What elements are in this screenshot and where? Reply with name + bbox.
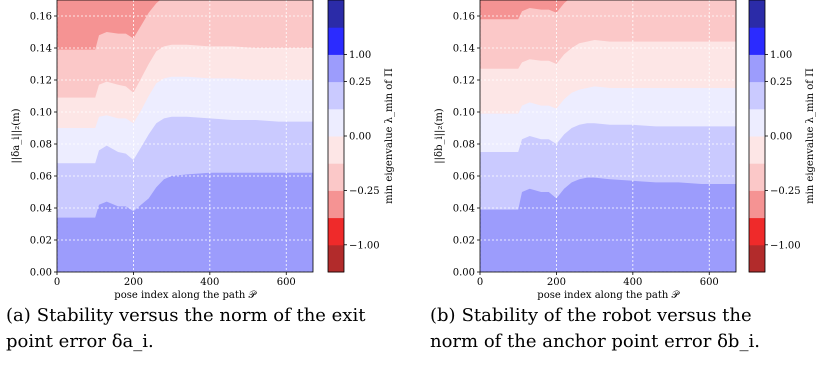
colorbar-segment <box>328 136 344 164</box>
x-tick-label: 400 <box>623 277 642 288</box>
colorbar-tick-label: −0.25 <box>770 186 801 197</box>
axes-frame <box>479 0 737 273</box>
caption-b: (b) Stability of the robot versus the nor… <box>430 303 818 355</box>
caption-a-line-1: Stability versus the norm of the exit <box>36 305 366 326</box>
colorbar-segment <box>328 27 344 55</box>
colorbar-label: min eigenvalue λ_min of Π <box>384 68 395 204</box>
y-tick-label: 0.00 <box>453 268 475 279</box>
colorbar: 1.00 0.25 0.00 −0.25 −1.00 min eigenvalue λ_m… <box>327 0 395 273</box>
colorbar-segment <box>749 217 765 246</box>
caption-b-line-2: norm of the anchor point error δb_i. <box>430 331 760 352</box>
x-tick-label: 600 <box>277 277 296 288</box>
colorbar-segment <box>749 108 765 137</box>
y-tick-label: 0.00 <box>30 268 52 279</box>
colorbar-segment <box>328 217 344 246</box>
y-tick-label: 0.14 <box>453 44 475 55</box>
colorbar-tick-label: 0.00 <box>770 132 792 143</box>
y-tick-label: 0.02 <box>453 236 475 247</box>
colorbar-tick-label: −0.25 <box>349 186 380 197</box>
colorbar-segment <box>749 244 765 273</box>
colorbar-segment <box>749 190 765 219</box>
x-tick-label: 200 <box>124 277 143 288</box>
colorbar-tick-label: −1.00 <box>349 240 380 251</box>
colorbar-tick-label: 1.00 <box>349 50 371 61</box>
x-tick-label: 0 <box>477 277 483 288</box>
colorbar-tick-label: 1.00 <box>770 50 792 61</box>
y-tick-label: 0.04 <box>453 204 475 215</box>
y-tick-label: 0.06 <box>30 172 52 183</box>
y-tick-label: 0.08 <box>30 140 52 151</box>
colorbar-segment <box>328 190 344 219</box>
contour-area <box>480 0 736 272</box>
caption-a-line-2: point error δa_i. <box>6 331 154 352</box>
colorbar-tick-label: −1.00 <box>770 240 801 251</box>
caption-b-letter: (b) <box>430 305 456 326</box>
y-tick-label: 0.12 <box>453 76 475 87</box>
colorbar-tick-label: 0.25 <box>770 77 792 88</box>
x-tick-label: 0 <box>54 277 60 288</box>
y-tick-label: 0.10 <box>30 108 52 119</box>
colorbar-segment <box>749 136 765 164</box>
x-tick-label: 200 <box>547 277 566 288</box>
colorbar-segment <box>749 0 765 28</box>
y-tick-label: 0.04 <box>30 204 52 215</box>
colorbar-segment <box>749 163 765 191</box>
y-axis-label: ||δa_i||₂(m) <box>11 108 22 163</box>
y-tick-label: 0.06 <box>453 172 475 183</box>
colorbar-segment <box>328 0 344 28</box>
x-axis-label: pose index along the path 𝒫 <box>537 290 680 300</box>
colorbar-segment <box>328 244 344 273</box>
caption-a-letter: (a) <box>6 305 31 326</box>
y-tick-label: 0.14 <box>30 44 52 55</box>
y-tick-label: 0.12 <box>30 76 52 87</box>
colorbar-segment <box>749 81 765 110</box>
colorbar-tick-label: 0.00 <box>349 132 371 143</box>
caption-a: (a) Stability versus the norm of the exit… <box>6 303 420 355</box>
figure: 0 200 400 600 0.00 0.02 0.04 0.06 0.08 0.10 0.12 0.… <box>11 0 816 300</box>
axes-frame <box>56 0 314 273</box>
chart-panel-a: 0 200 400 600 0.00 0.02 0.04 0.06 0.08 0.10 0.12 0.… <box>11 0 395 300</box>
contour-band <box>57 172 313 272</box>
colorbar-segment <box>749 54 765 83</box>
colorbar-tick-label: 0.25 <box>349 77 371 88</box>
colorbar-segment <box>749 27 765 55</box>
colorbar-segment <box>328 54 344 83</box>
colorbar-segment <box>328 163 344 191</box>
y-tick-label: 0.16 <box>30 12 52 23</box>
x-axis-label: pose index along the path 𝒫 <box>114 290 257 300</box>
colorbar-label: min eigenvalue λ_min of Π <box>805 68 816 204</box>
y-tick-label: 0.16 <box>453 12 475 23</box>
x-tick-label: 400 <box>200 277 219 288</box>
contour-area <box>57 0 313 272</box>
y-axis-label: ||δb_i||₂(m) <box>434 108 445 163</box>
x-tick-label: 600 <box>700 277 719 288</box>
colorbar-segment <box>328 81 344 110</box>
caption-b-line-1: Stability of the robot versus the <box>461 305 752 326</box>
y-tick-label: 0.08 <box>453 140 475 151</box>
colorbar: 1.00 0.25 0.00 −0.25 −1.00 min eigenvalue λ_m… <box>748 0 816 273</box>
colorbar-segment <box>328 108 344 137</box>
y-tick-label: 0.10 <box>453 108 475 119</box>
chart-panel-b: 0 200 400 600 0.00 0.02 0.04 0.06 0.08 0.10 0.12 0.… <box>434 0 816 300</box>
y-tick-label: 0.02 <box>30 236 52 247</box>
contour-band <box>480 177 736 272</box>
